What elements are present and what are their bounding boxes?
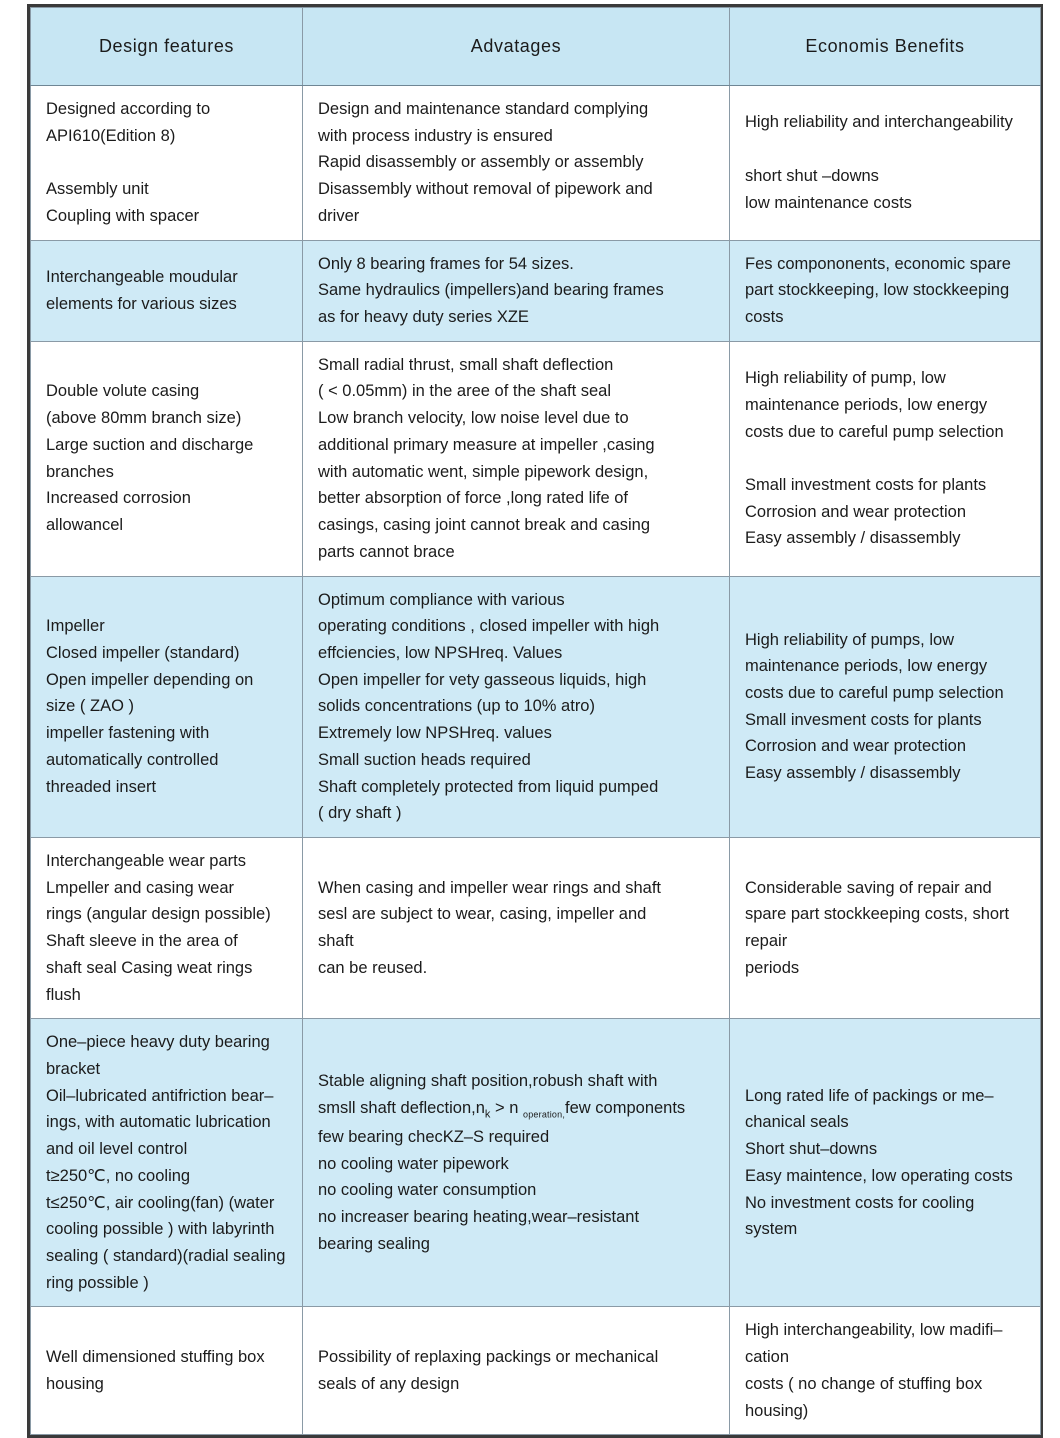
cell-advantage: When casing and impeller wear rings and … <box>302 836 730 1020</box>
table-row: Well dimensioned stuffing box housing Po… <box>30 1306 1041 1436</box>
cell-advantage: Possibility of replaxing packings or mec… <box>302 1306 730 1436</box>
column-header-advantages: Advatages <box>302 7 730 86</box>
cell-design-feature: Interchangeable moudular elements for va… <box>30 239 303 342</box>
cell-advantage: Design and maintenance standard complyin… <box>302 85 730 241</box>
cell-economic-benefit: High interchangeability, low madifi– cat… <box>729 1306 1041 1436</box>
specification-table-container: Design features Advatages Economis Benef… <box>27 4 1043 1438</box>
table-row: Interchangeable wear parts Lmpeller and … <box>30 836 1041 1020</box>
cell-design-feature: Impeller Closed impeller (standard) Open… <box>30 575 303 838</box>
cell-design-feature: One–piece heavy duty bearing bracket Oil… <box>30 1018 303 1308</box>
cell-design-feature: Interchangeable wear parts Lmpeller and … <box>30 836 303 1020</box>
cell-advantage-formula: Stable aligning shaft position,robush sh… <box>302 1018 730 1308</box>
cell-design-feature: Designed according to API610(Edition 8) … <box>30 85 303 241</box>
advantage-line-2-mid: > n <box>490 1098 523 1117</box>
cell-advantage: Only 8 bearing frames for 54 sizes. Same… <box>302 239 730 342</box>
table-body: Designed according to API610(Edition 8) … <box>30 85 1041 1436</box>
cell-design-feature: Well dimensioned stuffing box housing <box>30 1306 303 1436</box>
subscript-operation: operation, <box>523 1109 566 1120</box>
advantage-line-2-pre: smsll shaft deflection,n <box>318 1098 485 1117</box>
cell-advantage: Optimum compliance with various operatin… <box>302 575 730 838</box>
table-header-row: Design features Advatages Economis Benef… <box>30 7 1041 86</box>
advantage-line-2-post: few components <box>565 1098 686 1117</box>
advantage-rest: few bearing checKZ–S required no cooling… <box>318 1127 640 1253</box>
specification-table: Design features Advatages Economis Benef… <box>30 7 1041 1436</box>
cell-economic-benefit: Fes compononents, economic spare part st… <box>729 239 1041 342</box>
advantage-line-1: Stable aligning shaft position,robush sh… <box>318 1072 658 1091</box>
table-row: Interchangeable moudular elements for va… <box>30 239 1041 342</box>
table-header: Design features Advatages Economis Benef… <box>30 7 1041 86</box>
column-header-economic-benefits: Economis Benefits <box>729 7 1041 86</box>
cell-economic-benefit: High reliability of pump, low maintenanc… <box>729 340 1041 577</box>
column-header-design-features: Design features <box>30 7 303 86</box>
subscript-k: k <box>484 1108 491 1121</box>
cell-economic-benefit: Considerable saving of repair and spare … <box>729 836 1041 1020</box>
cell-design-feature: Double volute casing (above 80mm branch … <box>30 340 303 577</box>
table-row: Impeller Closed impeller (standard) Open… <box>30 575 1041 838</box>
cell-economic-benefit: High reliability of pumps, low maintenan… <box>729 575 1041 838</box>
table-row: One–piece heavy duty bearing bracket Oil… <box>30 1018 1041 1308</box>
document-page: Design features Advatages Economis Benef… <box>27 4 1043 1438</box>
cell-economic-benefit: Long rated life of packings or me– chani… <box>729 1018 1041 1308</box>
cell-advantage: Small radial thrust, small shaft deflect… <box>302 340 730 577</box>
table-row: Double volute casing (above 80mm branch … <box>30 340 1041 577</box>
cell-economic-benefit: High reliability and interchangeability … <box>729 85 1041 241</box>
table-row: Designed according to API610(Edition 8) … <box>30 85 1041 241</box>
